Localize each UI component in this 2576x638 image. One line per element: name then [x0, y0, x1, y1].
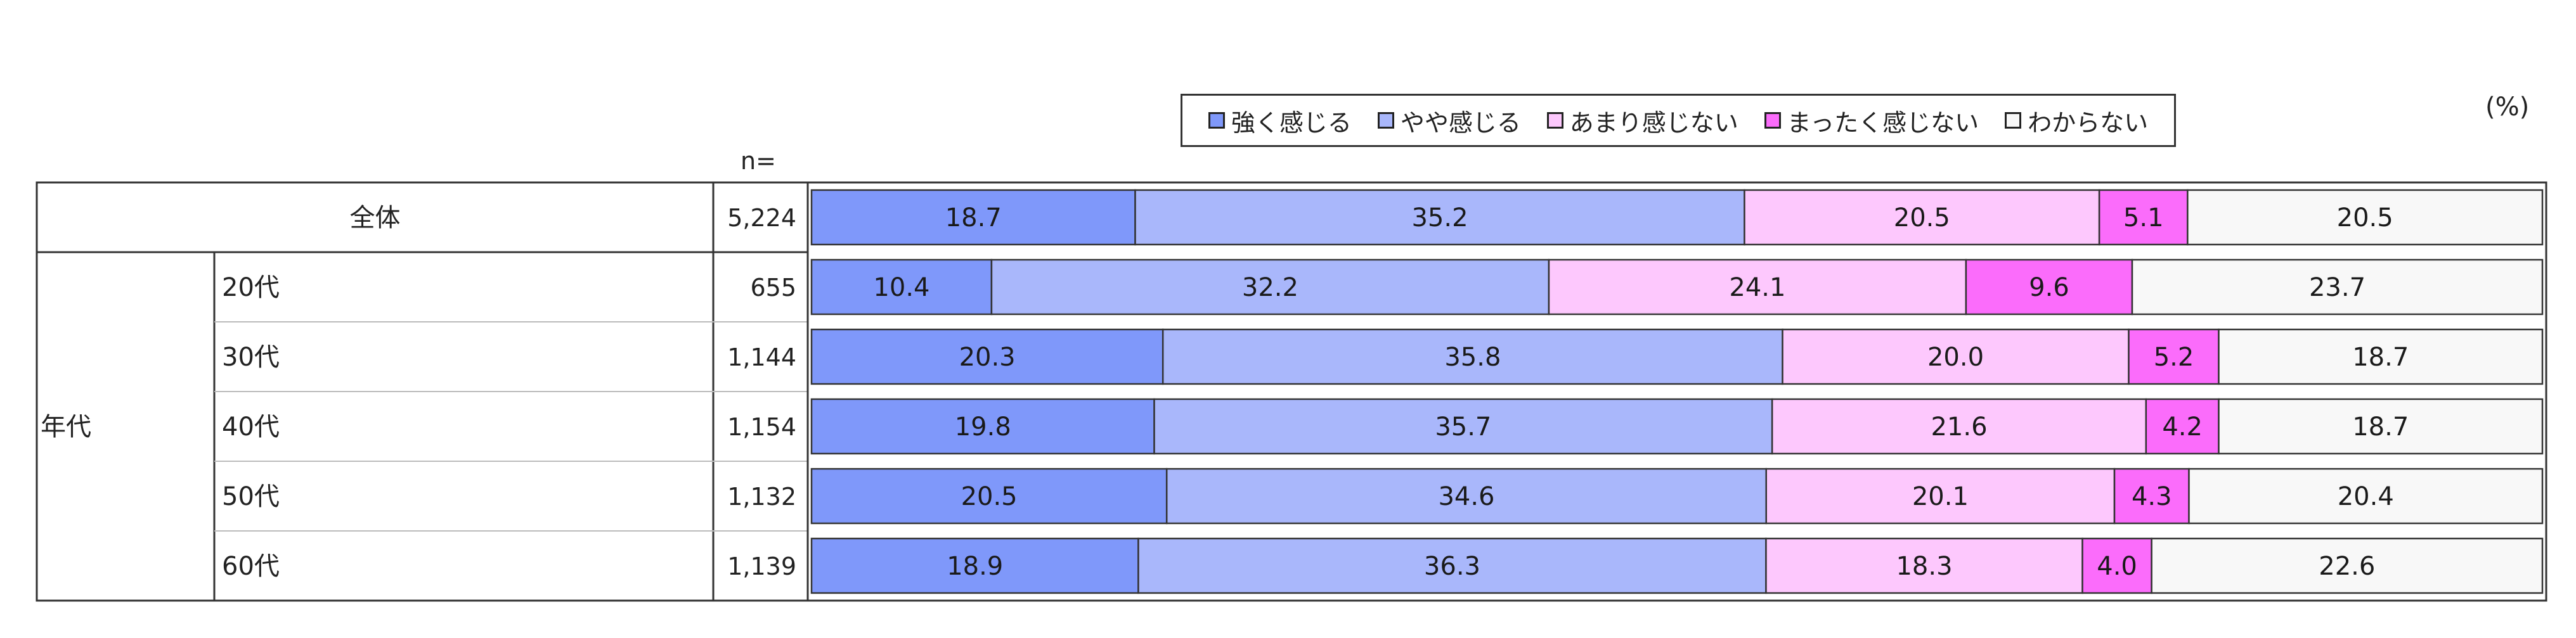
unit-label: (%) [2485, 93, 2530, 122]
legend-item: 強く感じる [1208, 103, 1352, 138]
n-header: n= [741, 147, 776, 175]
bar-value-label: 23.7 [2309, 273, 2366, 302]
legend-label: 強く感じる [1231, 108, 1352, 137]
bar-segment [810, 468, 1168, 525]
bar-segment [810, 258, 993, 316]
bar-segment [990, 258, 1550, 316]
bar-value-label: 35.2 [1411, 203, 1468, 233]
bar-value-label: 4.3 [2132, 482, 2172, 511]
bar-segment [1153, 398, 1773, 455]
bar-segment [810, 537, 1139, 594]
bar-segment [2188, 468, 2544, 525]
bar-value-label: 35.8 [1444, 343, 1501, 372]
legend-swatch [2005, 112, 2022, 129]
bar-segment [2081, 537, 2152, 594]
chart-legend: 強く感じる やや感じる あまり感じない まったく感じない わからない [1181, 94, 2176, 147]
bar-value-label: 5.1 [2123, 203, 2164, 233]
bar-value-label: 9.6 [2029, 273, 2069, 302]
row-n-value: 1,154 [727, 413, 796, 441]
bar-value-label: 20.0 [1927, 343, 1984, 372]
bar-value-label: 36.3 [1424, 552, 1480, 581]
legend-swatch [1208, 112, 1225, 129]
bar-segment [1771, 398, 2147, 455]
row-n-value: 1,132 [727, 483, 796, 511]
bar-segment [2151, 537, 2544, 594]
bar-value-label: 19.8 [955, 412, 1011, 442]
bar-value-label: 20.5 [961, 482, 1018, 511]
row-n-value: 1,144 [727, 343, 796, 371]
bar-value-label: 18.7 [945, 203, 1002, 233]
bar-value-label: 5.2 [2154, 343, 2194, 372]
legend-label: あまり感じない [1569, 108, 1738, 137]
row-label: 20代 [222, 273, 280, 302]
legend-swatch [1546, 112, 1563, 129]
bar-value-label: 18.9 [947, 552, 1003, 581]
bar-value-label: 4.0 [2097, 552, 2137, 581]
legend-item: やや感じる [1377, 103, 1521, 138]
bar-value-label: 21.6 [1931, 412, 1987, 442]
bar-segment [2113, 468, 2190, 525]
row-label: 全体 [350, 203, 401, 233]
bar-segment [1137, 537, 1767, 594]
bar-value-label: 24.1 [1729, 273, 1785, 302]
legend-swatch [1764, 112, 1781, 129]
legend-label: まったく感じない [1787, 108, 1979, 137]
bar-value-label: 35.7 [1435, 412, 1491, 442]
bar-value-label: 18.7 [2352, 412, 2409, 442]
bar-value-label: 34.6 [1438, 482, 1494, 511]
bar-segment [1165, 468, 1767, 525]
bar-value-label: 4.2 [2162, 412, 2203, 442]
row-n-value: 655 [750, 274, 796, 302]
bar-segment [2218, 328, 2544, 385]
group-label: 年代 [41, 412, 91, 442]
legend-swatch [1377, 112, 1394, 129]
bar-value-label: 20.4 [2338, 482, 2394, 511]
bar-segment [2187, 189, 2544, 246]
bar-segment [2131, 258, 2544, 316]
bar-value-label: 32.2 [1242, 273, 1298, 302]
bar-area-frame [806, 181, 2547, 602]
bar-segment [810, 398, 1155, 455]
bar-value-label: 18.3 [1896, 552, 1952, 581]
bar-value-label: 20.1 [1912, 482, 1969, 511]
bar-segment [1134, 189, 1745, 246]
bar-value-label: 20.3 [959, 343, 1016, 372]
bar-segment [2145, 398, 2220, 455]
bar-segment [1744, 189, 2100, 246]
legend-item: まったく感じない [1764, 103, 1979, 138]
bar-value-label: 22.6 [2319, 552, 2375, 581]
bar-value-label: 20.5 [2337, 203, 2393, 233]
row-label: 60代 [222, 552, 280, 581]
legend-label: わからない [2028, 108, 2149, 137]
bar-value-label: 18.7 [2352, 343, 2409, 372]
row-label: 30代 [222, 343, 280, 372]
bar-segment [2218, 398, 2544, 455]
bar-segment [1162, 328, 1783, 385]
row-n-value: 5,224 [727, 204, 796, 232]
bar-segment [810, 189, 1136, 246]
bar-value-label: 10.4 [873, 273, 929, 302]
row-label: 40代 [222, 412, 280, 442]
row-n-value: 1,139 [727, 552, 796, 580]
legend-label: やや感じる [1400, 108, 1521, 137]
bar-value-label: 20.5 [1894, 203, 1950, 233]
bar-segment [1782, 328, 2130, 385]
legend-item: あまり感じない [1546, 103, 1738, 138]
legend-item: わからない [2005, 103, 2148, 138]
row-label: 50代 [222, 482, 280, 511]
